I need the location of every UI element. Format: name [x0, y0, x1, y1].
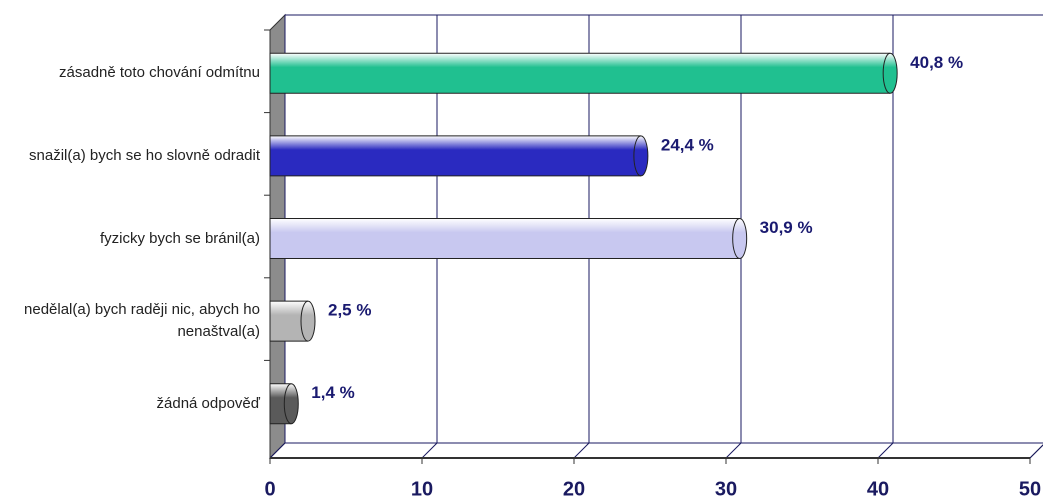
value-label: 40,8 % [910, 53, 963, 72]
value-label: 24,4 % [661, 135, 714, 154]
grid-line [725, 15, 742, 459]
category-label: fyzicky bych se bránil(a) [99, 229, 260, 247]
bar [269, 218, 748, 259]
bar-cap [882, 52, 891, 94]
category-label: zásadně toto chování odmítnu [59, 64, 260, 82]
bar [269, 300, 316, 342]
value-label: 30,9 % [760, 218, 813, 237]
floor [268, 442, 1043, 459]
x-tick-label: 30 [715, 478, 737, 500]
bar-cap [732, 218, 740, 259]
category-label: snažil(a) bych se ho slovně odradit [29, 146, 260, 164]
bar [269, 52, 898, 94]
x-tick-label: 20 [563, 478, 585, 500]
category-label: žádná odpověď [156, 394, 260, 412]
x-tick-label: 0 [264, 478, 275, 500]
bar-cap [633, 135, 641, 177]
x-tick-label: 10 [411, 478, 433, 500]
category-label: nedělal(a) bych raději nic, abych ho nen… [24, 301, 260, 341]
bar-cap [283, 383, 292, 425]
x-tick-label: 50 [1019, 478, 1041, 500]
x-tick-label: 40 [867, 478, 889, 500]
value-label: 1,4 % [311, 383, 354, 402]
bar [269, 135, 649, 177]
bar-cap [300, 300, 309, 342]
grid-line [1029, 444, 1043, 459]
grid-line [877, 15, 894, 459]
value-label: 2,5 % [328, 301, 371, 320]
